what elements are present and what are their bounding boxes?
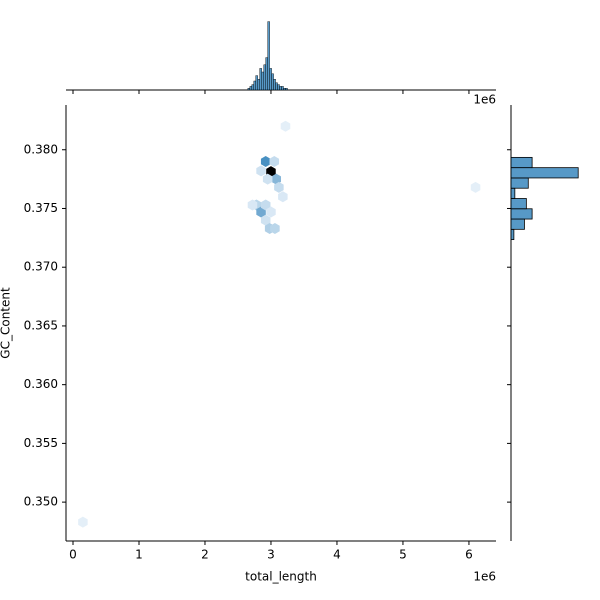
hexbin-cell bbox=[271, 173, 282, 185]
hexbin-cell bbox=[280, 120, 291, 132]
hexbin-cell bbox=[247, 199, 258, 211]
top-hist-bar bbox=[263, 64, 266, 91]
top-hist-bar bbox=[249, 86, 253, 91]
top-hist-bar bbox=[273, 78, 276, 91]
top-hist-bar bbox=[277, 84, 280, 91]
x-tick-label: 6 bbox=[465, 548, 473, 562]
top-hist-bar bbox=[261, 71, 264, 91]
right-hist-bar bbox=[510, 177, 529, 189]
top-hist-bar bbox=[251, 84, 255, 91]
right-hist-bar bbox=[510, 156, 533, 169]
top-hist-bar bbox=[265, 57, 268, 91]
top-hist-bar bbox=[281, 86, 284, 91]
y-tick-label: 0.380 bbox=[24, 142, 58, 156]
y-tick-label: 0.350 bbox=[24, 495, 58, 509]
top-hist-bar bbox=[267, 21, 270, 91]
hexbin-cell bbox=[260, 199, 271, 211]
x-offset-label: 1e6 bbox=[473, 570, 496, 584]
hexbin-cell bbox=[269, 156, 280, 167]
right-hist-bar bbox=[510, 187, 516, 199]
y-tick-label: 0.365 bbox=[24, 318, 58, 332]
y-axis-label: GC_Content bbox=[0, 287, 13, 359]
top-hist-bar bbox=[255, 75, 258, 91]
top-hist-bar bbox=[253, 80, 256, 91]
hexbin-cell bbox=[470, 181, 481, 193]
top-hist-bar bbox=[279, 86, 282, 91]
right-hist-bar bbox=[510, 167, 579, 179]
x-tick-label: 3 bbox=[267, 548, 275, 562]
x-tick-label: 1 bbox=[135, 548, 143, 562]
hexbin-cell bbox=[274, 181, 284, 193]
hexbin-cell bbox=[78, 516, 88, 528]
hexbin-cell bbox=[262, 173, 273, 185]
hexbin-cell bbox=[266, 206, 276, 218]
top-x-offset-label: 1e6 bbox=[473, 93, 496, 107]
right-hist-bar bbox=[510, 198, 527, 210]
top-hist-bar bbox=[257, 78, 260, 91]
x-tick-label: 0 bbox=[69, 548, 77, 562]
top-hist-bar bbox=[247, 87, 251, 91]
hexbin-cell bbox=[278, 191, 288, 203]
x-tick-label: 5 bbox=[399, 548, 407, 562]
top-hist-bar bbox=[275, 82, 278, 91]
x-axis-label: total_length bbox=[245, 570, 317, 584]
y-tick-label: 0.355 bbox=[24, 436, 58, 450]
hexbin-cell bbox=[256, 165, 266, 177]
hexbin-cell bbox=[256, 206, 266, 218]
top-hist-bar bbox=[259, 68, 262, 91]
y-tick-label: 0.375 bbox=[24, 201, 58, 215]
top-hist-bar bbox=[283, 87, 286, 91]
hexbin-cell bbox=[260, 214, 271, 226]
x-tick-label: 2 bbox=[201, 548, 209, 562]
hexbin-cell bbox=[260, 156, 271, 167]
hexbin-cell bbox=[270, 222, 280, 234]
y-tick-label: 0.360 bbox=[24, 377, 58, 391]
y-tick-label: 0.370 bbox=[24, 260, 58, 274]
x-tick-label: 4 bbox=[333, 548, 341, 562]
right-hist-bar bbox=[510, 218, 525, 230]
top-hist-bar bbox=[285, 87, 288, 91]
right-hist-bar bbox=[510, 208, 533, 220]
top-hist-bar bbox=[271, 73, 274, 91]
top-hist-bar bbox=[269, 68, 272, 91]
right-hist-bar bbox=[510, 228, 515, 241]
